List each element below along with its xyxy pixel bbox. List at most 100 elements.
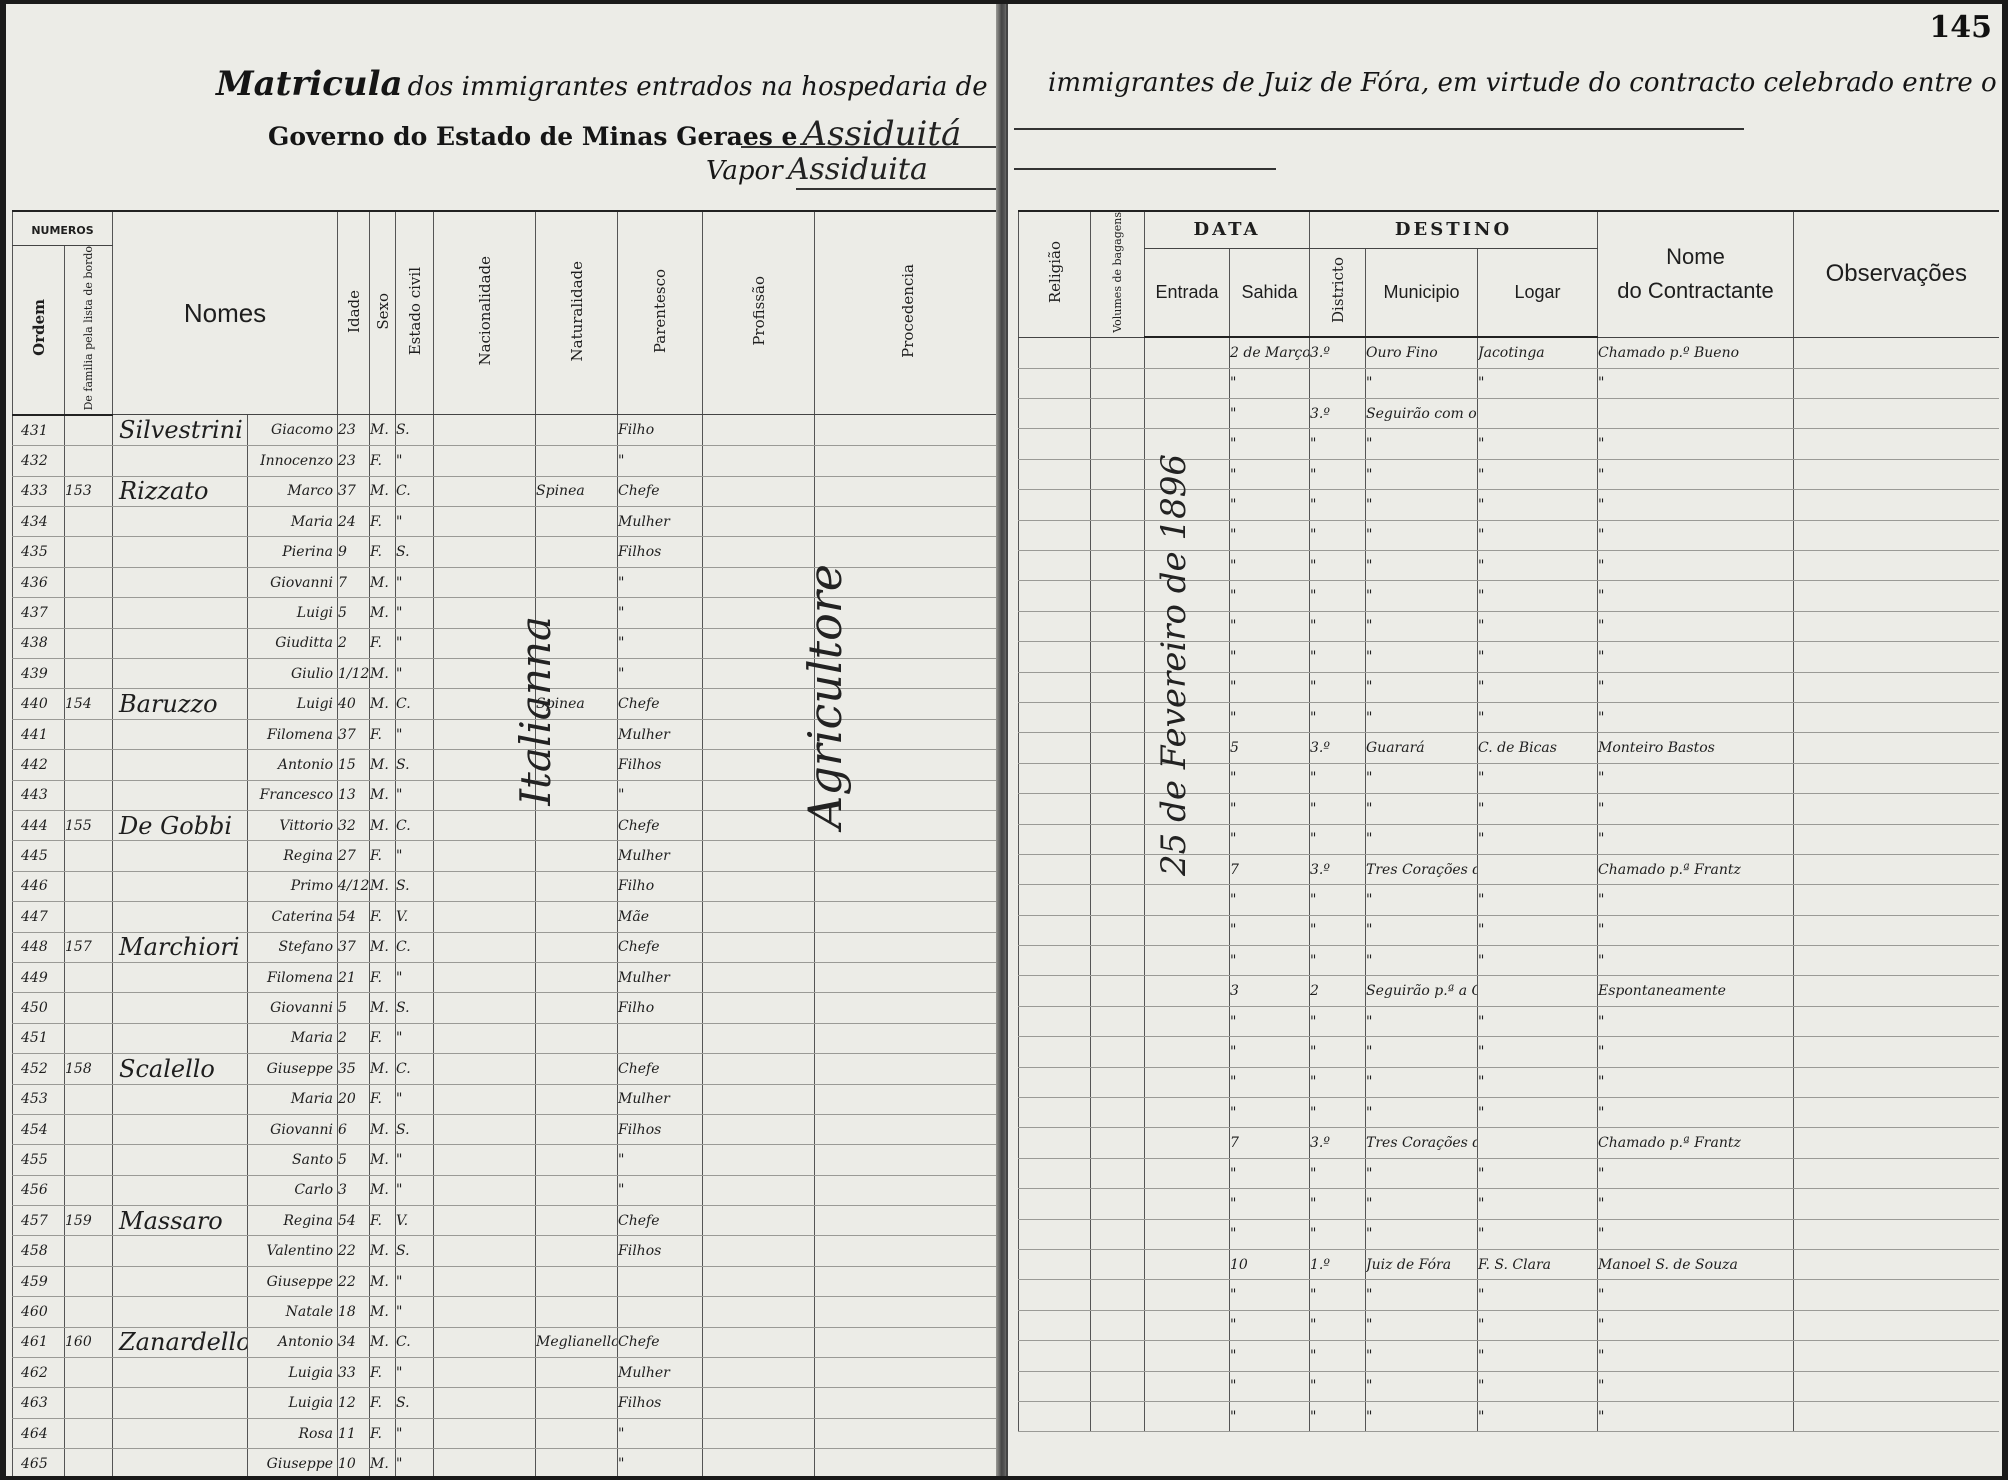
vapor-line: Vapor Assiduita <box>706 152 928 187</box>
estado-civil-cell: " <box>395 658 434 690</box>
religiao-cell <box>1018 1279 1091 1311</box>
naturalidade-cell <box>535 1387 618 1419</box>
familia-cell <box>64 780 113 812</box>
nacionalidade-cell <box>433 871 536 903</box>
entrada-cell <box>1144 641 1230 673</box>
sahida-cell: " <box>1229 702 1310 734</box>
religiao-cell <box>1018 1067 1091 1099</box>
naturalidade-cell <box>535 1053 618 1085</box>
observacoes-cell <box>1793 520 1999 552</box>
ordem-cell: 452 <box>12 1053 65 1085</box>
sexo-cell: M. <box>369 1175 396 1207</box>
estado-civil-cell: S. <box>395 1114 434 1146</box>
profissao-cell <box>702 1296 815 1328</box>
religiao-cell <box>1018 732 1091 764</box>
profissao-cell <box>702 749 815 781</box>
surname-cell: Scalello <box>112 1053 248 1085</box>
data-header: DATA <box>1144 210 1310 249</box>
observacoes-cell <box>1793 1249 1999 1281</box>
surname-cell <box>112 1023 248 1055</box>
idade-header: Idade <box>337 210 370 416</box>
volumes-cell <box>1090 398 1145 430</box>
procedencia-cell <box>814 445 1000 477</box>
familia-cell <box>64 628 113 660</box>
contractante-cell: " <box>1597 520 1794 552</box>
nacionalidade-cell <box>433 597 536 629</box>
volumes-cell <box>1090 520 1145 552</box>
ordem-cell: 443 <box>12 780 65 812</box>
nacionalidade-cell <box>433 1114 536 1146</box>
given-name-cell: Giovanni <box>246 992 338 1024</box>
ordem-cell: 432 <box>12 445 65 477</box>
profissao-header: Profissão <box>702 210 815 416</box>
observacoes-cell <box>1793 702 1999 734</box>
vapor-underline-right <box>1014 168 1276 170</box>
contractante-cell: " <box>1597 702 1794 734</box>
entrada-cell <box>1144 1036 1230 1068</box>
logar-cell: " <box>1476 1158 1598 1190</box>
familia-cell: 160 <box>64 1327 113 1359</box>
surname-cell <box>112 567 248 599</box>
ordem-cell: 438 <box>12 628 65 660</box>
governo-underline-right <box>1014 128 1744 130</box>
municipio-cell: " <box>1365 1097 1478 1129</box>
nacionalidade-cell <box>433 1023 536 1055</box>
idade-cell: 33 <box>337 1357 370 1389</box>
volumes-cell <box>1090 1340 1145 1372</box>
procedencia-cell <box>814 1053 1000 1085</box>
estado-civil-cell: " <box>395 567 434 599</box>
contractante-cell: " <box>1597 368 1794 400</box>
parentesco-cell: " <box>617 567 703 599</box>
municipio-cell: " <box>1365 1310 1478 1342</box>
municipio-cell: " <box>1365 1219 1478 1251</box>
sahida-cell: " <box>1229 672 1310 703</box>
parentesco-cell: " <box>617 1448 703 1476</box>
volumes-cell <box>1090 975 1145 1007</box>
sexo-cell: F. <box>369 719 396 751</box>
municipio-cell: " <box>1365 550 1478 582</box>
logar-header: Logar <box>1476 248 1598 339</box>
logar-cell: " <box>1476 459 1598 491</box>
estado-civil-cell: " <box>395 1175 434 1207</box>
parentesco-cell: " <box>617 628 703 660</box>
estado-civil-cell: S. <box>395 1387 434 1419</box>
contractante-cell <box>1597 398 1794 430</box>
logar-cell: " <box>1476 1310 1598 1342</box>
table-row: 2 de Março 3.º Ouro Fino Jacotinga Chamado p… <box>1018 337 1999 369</box>
volumes-cell <box>1090 489 1145 521</box>
logar-cell: " <box>1476 1279 1598 1311</box>
given-name-cell: Stefano <box>246 932 338 963</box>
table-row: 457 159 Massaro Regina 54 F. V. Chefe <box>12 1205 1000 1237</box>
contractante-cell: Monteiro Bastos <box>1597 732 1794 764</box>
sahida-cell: " <box>1229 1371 1310 1402</box>
given-name-cell: Filomena <box>246 719 338 751</box>
profissao-cell <box>702 1418 815 1450</box>
given-name-cell: Carlo <box>246 1175 338 1207</box>
familia-cell <box>64 871 113 903</box>
familia-cell <box>64 1357 113 1389</box>
volumes-cell <box>1090 1371 1145 1402</box>
ordem-cell: 463 <box>12 1387 65 1419</box>
sahida-cell: " <box>1229 550 1310 582</box>
estado-civil-cell: S. <box>395 749 434 781</box>
table-row: " " " " " <box>1018 1188 1999 1220</box>
contractante-cell: " <box>1597 1006 1794 1038</box>
sahida-cell: " <box>1229 1219 1310 1251</box>
districto-cell: " <box>1309 1036 1366 1068</box>
parentesco-cell: Chefe <box>617 932 703 963</box>
surname-cell: Marchiori <box>112 932 248 963</box>
table-row: 439 Giulio 1/12 M. " " <box>12 658 1000 690</box>
observacoes-cell <box>1793 337 1999 369</box>
familia-cell <box>64 992 113 1024</box>
procedencia-cell <box>814 780 1000 812</box>
contractante-cell: Chamado p.ª Frantz <box>1597 854 1794 886</box>
parentesco-cell: " <box>617 1144 703 1176</box>
profissao-cell <box>702 1175 815 1207</box>
municipio-cell: Ouro Fino <box>1365 337 1478 369</box>
table-row: " " " " " <box>1018 1371 1999 1402</box>
contractante-cell: " <box>1597 428 1794 460</box>
entrada-cell <box>1144 915 1230 947</box>
volumes-cell <box>1090 1219 1145 1251</box>
sexo-cell: F. <box>369 1084 396 1115</box>
sexo-cell: M. <box>369 1053 396 1085</box>
